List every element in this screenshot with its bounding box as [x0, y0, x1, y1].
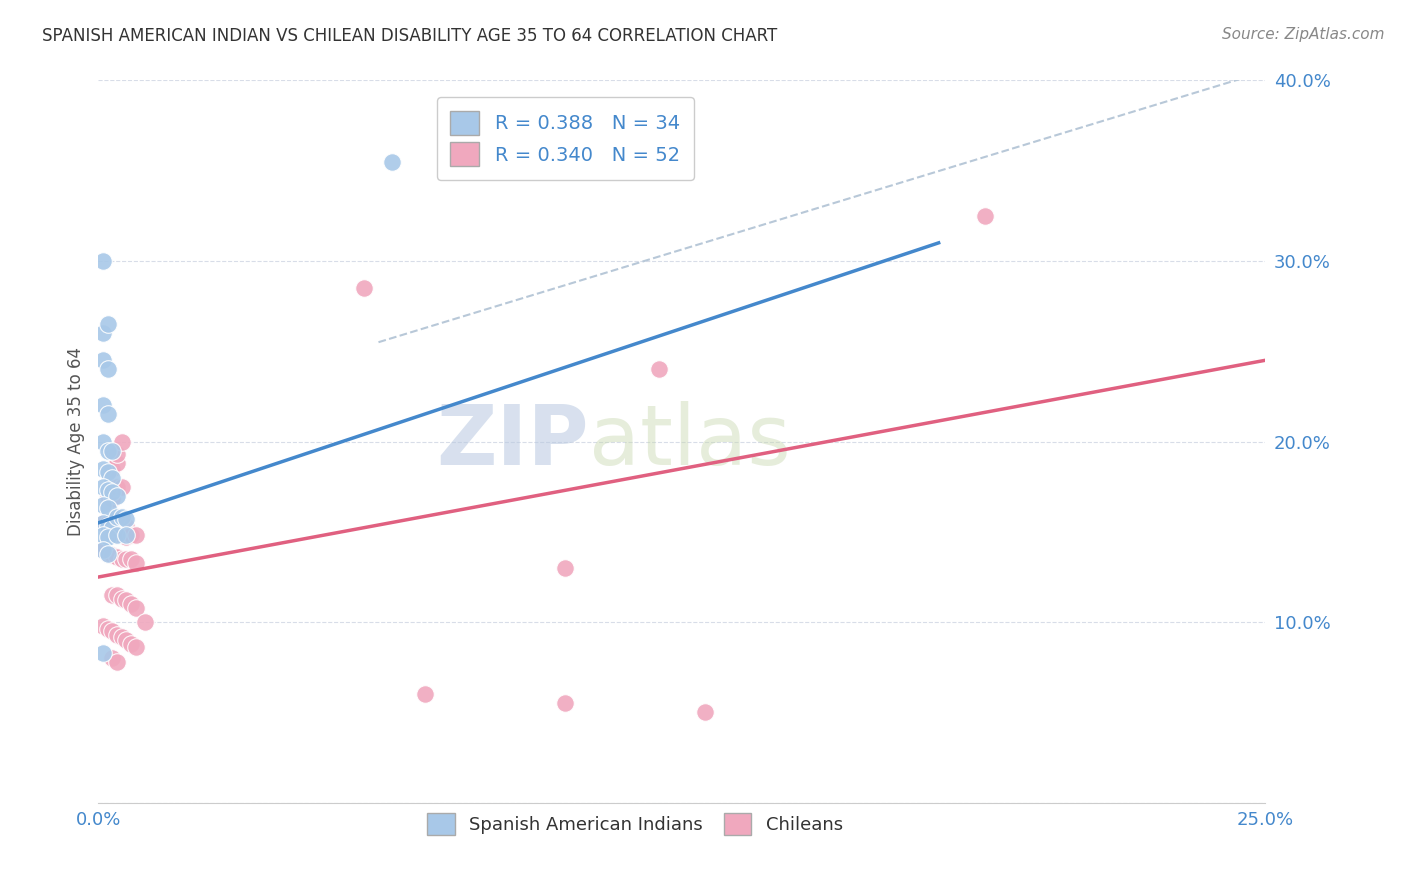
Point	[115, 552, 138, 566]
Point	[413, 687, 436, 701]
Point	[647, 362, 669, 376]
Point	[120, 552, 142, 566]
Point	[101, 485, 124, 500]
Point	[974, 209, 997, 223]
Point	[105, 447, 128, 461]
Point	[97, 530, 120, 544]
Point	[97, 547, 120, 561]
Text: ZIP: ZIP	[436, 401, 589, 482]
Point	[115, 593, 138, 607]
Point	[101, 492, 124, 507]
Legend: Spanish American Indians, Chileans: Spanish American Indians, Chileans	[419, 805, 852, 845]
Point	[91, 646, 114, 660]
Point	[111, 516, 134, 530]
Point	[97, 547, 120, 561]
Point	[91, 434, 114, 449]
Point	[101, 461, 124, 475]
Point	[125, 556, 148, 570]
Point	[97, 501, 120, 516]
Point	[91, 398, 114, 412]
Point	[101, 549, 124, 563]
Point	[125, 528, 148, 542]
Point	[97, 443, 120, 458]
Point	[97, 362, 120, 376]
Point	[101, 524, 124, 539]
Point	[105, 528, 128, 542]
Point	[554, 697, 576, 711]
Point	[91, 516, 114, 530]
Point	[111, 630, 134, 644]
Point	[105, 480, 128, 494]
Point	[111, 434, 134, 449]
Point	[105, 510, 128, 524]
Point	[105, 456, 128, 470]
Point	[125, 600, 148, 615]
Text: Source: ZipAtlas.com: Source: ZipAtlas.com	[1222, 27, 1385, 42]
Point	[97, 317, 120, 331]
Point	[695, 706, 717, 720]
Point	[647, 154, 669, 169]
Y-axis label: Disability Age 35 to 64: Disability Age 35 to 64	[66, 347, 84, 536]
Point	[125, 640, 148, 655]
Point	[91, 528, 114, 542]
Point	[111, 591, 134, 606]
Point	[97, 483, 120, 498]
Point	[91, 254, 114, 268]
Point	[97, 408, 120, 422]
Point	[381, 154, 404, 169]
Point	[91, 353, 114, 368]
Point	[120, 637, 142, 651]
Point	[105, 628, 128, 642]
Point	[91, 619, 114, 633]
Point	[134, 615, 156, 630]
Point	[115, 512, 138, 526]
Point	[91, 461, 114, 475]
Point	[111, 528, 134, 542]
Point	[91, 516, 114, 530]
Point	[101, 443, 124, 458]
Point	[105, 655, 128, 669]
Point	[353, 281, 375, 295]
Point	[105, 489, 128, 503]
Point	[115, 528, 138, 542]
Point	[91, 480, 114, 494]
Point	[105, 588, 128, 602]
Point	[101, 521, 124, 535]
Point	[120, 528, 142, 542]
Point	[115, 530, 138, 544]
Point	[105, 528, 128, 542]
Point	[115, 633, 138, 648]
Point	[97, 516, 120, 530]
Point	[111, 510, 134, 524]
Point	[97, 465, 120, 479]
Point	[120, 597, 142, 611]
Point	[111, 480, 134, 494]
Point	[105, 516, 128, 530]
Point	[97, 623, 120, 637]
Text: SPANISH AMERICAN INDIAN VS CHILEAN DISABILITY AGE 35 TO 64 CORRELATION CHART: SPANISH AMERICAN INDIAN VS CHILEAN DISAB…	[42, 27, 778, 45]
Point	[554, 561, 576, 575]
Text: atlas: atlas	[589, 401, 790, 482]
Point	[101, 588, 124, 602]
Point	[101, 624, 124, 639]
Point	[97, 489, 120, 503]
Point	[97, 519, 120, 533]
Point	[101, 443, 124, 458]
Point	[91, 498, 114, 512]
Point	[91, 542, 114, 557]
Point	[91, 326, 114, 340]
Point	[101, 651, 124, 665]
Point	[105, 550, 128, 565]
Point	[101, 471, 124, 485]
Point	[111, 552, 134, 566]
Point	[115, 519, 138, 533]
Point	[91, 542, 114, 557]
